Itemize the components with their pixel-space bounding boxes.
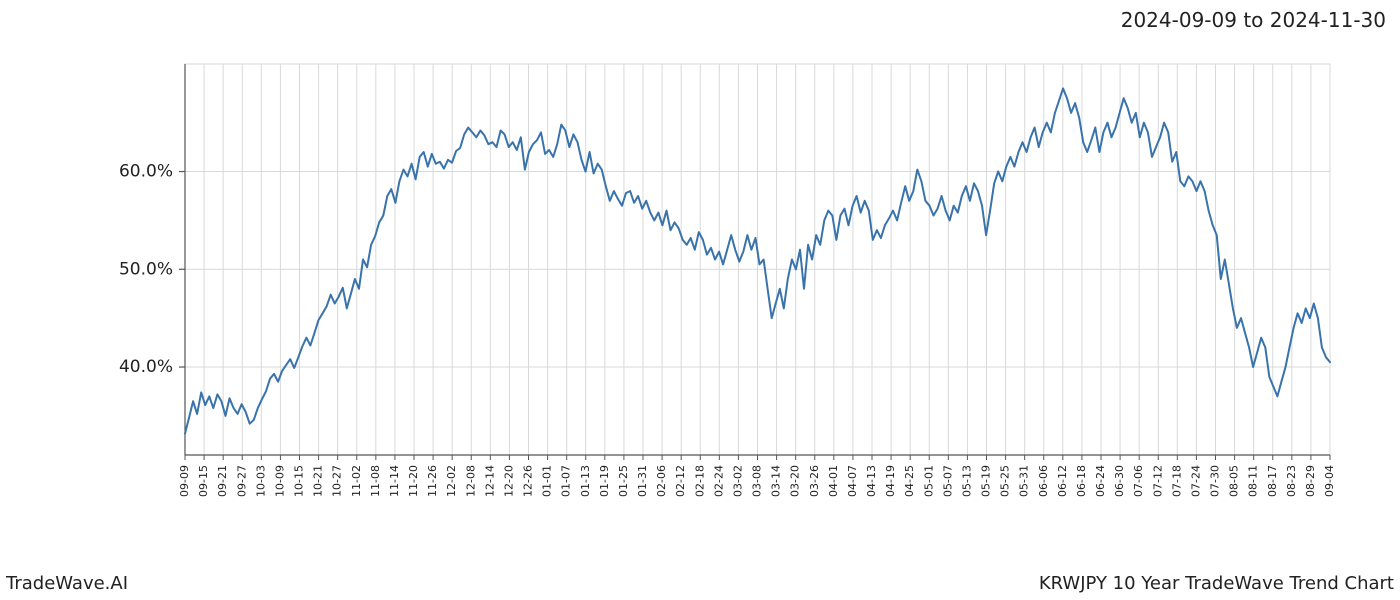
date-range-label: 2024-09-09 to 2024-11-30 bbox=[1121, 8, 1386, 32]
svg-text:06-30: 06-30 bbox=[1113, 465, 1126, 497]
svg-text:11-14: 11-14 bbox=[388, 465, 401, 497]
svg-text:01-31: 01-31 bbox=[636, 465, 649, 497]
svg-text:06-24: 06-24 bbox=[1094, 465, 1107, 497]
svg-text:05-19: 05-19 bbox=[980, 465, 993, 497]
svg-text:01-19: 01-19 bbox=[598, 465, 611, 497]
svg-text:04-25: 04-25 bbox=[903, 465, 916, 497]
svg-text:02-06: 02-06 bbox=[655, 465, 668, 497]
svg-text:40.0%: 40.0% bbox=[119, 357, 173, 377]
svg-text:09-04: 09-04 bbox=[1323, 465, 1336, 497]
svg-text:07-30: 07-30 bbox=[1209, 465, 1222, 497]
svg-text:03-02: 03-02 bbox=[731, 465, 744, 497]
svg-text:05-01: 05-01 bbox=[922, 465, 935, 497]
svg-text:09-21: 09-21 bbox=[216, 465, 229, 497]
chart-title: KRWJPY 10 Year TradeWave Trend Chart bbox=[1039, 573, 1394, 594]
svg-text:10-09: 10-09 bbox=[273, 465, 286, 497]
svg-text:10-03: 10-03 bbox=[254, 465, 267, 497]
svg-text:09-15: 09-15 bbox=[197, 465, 210, 497]
svg-text:04-01: 04-01 bbox=[827, 465, 840, 497]
svg-text:10-21: 10-21 bbox=[312, 465, 325, 497]
svg-text:06-18: 06-18 bbox=[1075, 465, 1088, 497]
svg-text:07-24: 07-24 bbox=[1189, 465, 1202, 497]
svg-text:01-07: 01-07 bbox=[560, 465, 573, 497]
line-chart: 40.0% 50.0% 60.0% 09-09 09-15 09-21 09-27 10-03… bbox=[0, 50, 1400, 550]
svg-text:05-07: 05-07 bbox=[941, 465, 954, 497]
svg-text:12-14: 12-14 bbox=[483, 465, 496, 497]
svg-text:05-25: 05-25 bbox=[999, 465, 1012, 497]
svg-text:02-24: 02-24 bbox=[712, 465, 725, 497]
svg-text:11-26: 11-26 bbox=[426, 465, 439, 497]
svg-text:04-19: 04-19 bbox=[884, 465, 897, 497]
svg-text:10-27: 10-27 bbox=[331, 465, 344, 497]
svg-text:07-12: 07-12 bbox=[1151, 465, 1164, 497]
svg-text:08-17: 08-17 bbox=[1266, 465, 1279, 497]
chart-container: 2024-09-09 to 2024-11-30 40.0% 50.0% 60.0%… bbox=[0, 0, 1400, 600]
svg-text:03-26: 03-26 bbox=[808, 465, 821, 497]
svg-text:08-11: 08-11 bbox=[1247, 465, 1260, 497]
svg-text:12-02: 12-02 bbox=[445, 465, 458, 497]
svg-text:11-02: 11-02 bbox=[350, 465, 363, 497]
svg-text:01-13: 01-13 bbox=[579, 465, 592, 497]
svg-text:06-12: 06-12 bbox=[1056, 465, 1069, 497]
svg-text:06-06: 06-06 bbox=[1037, 465, 1050, 497]
svg-text:08-29: 08-29 bbox=[1304, 465, 1317, 497]
svg-text:12-08: 12-08 bbox=[464, 465, 477, 497]
svg-text:11-20: 11-20 bbox=[407, 465, 420, 497]
svg-text:01-01: 01-01 bbox=[541, 465, 554, 497]
svg-text:03-14: 03-14 bbox=[770, 465, 783, 497]
svg-text:02-18: 02-18 bbox=[693, 465, 706, 497]
svg-text:03-08: 03-08 bbox=[751, 465, 764, 497]
svg-text:04-13: 04-13 bbox=[865, 465, 878, 497]
svg-text:12-20: 12-20 bbox=[502, 465, 515, 497]
brand-label: TradeWave.AI bbox=[6, 573, 128, 594]
svg-text:08-05: 08-05 bbox=[1228, 465, 1241, 497]
svg-text:04-07: 04-07 bbox=[846, 465, 859, 497]
svg-text:09-27: 09-27 bbox=[235, 465, 248, 497]
svg-text:50.0%: 50.0% bbox=[119, 259, 173, 279]
svg-text:02-12: 02-12 bbox=[674, 465, 687, 497]
svg-text:09-09: 09-09 bbox=[178, 465, 191, 497]
svg-text:03-20: 03-20 bbox=[789, 465, 802, 497]
svg-text:10-15: 10-15 bbox=[293, 465, 306, 497]
svg-text:07-06: 07-06 bbox=[1132, 465, 1145, 497]
svg-text:12-26: 12-26 bbox=[522, 465, 535, 497]
svg-text:01-25: 01-25 bbox=[617, 465, 630, 497]
svg-text:05-31: 05-31 bbox=[1018, 465, 1031, 497]
svg-text:08-23: 08-23 bbox=[1285, 465, 1298, 497]
svg-text:60.0%: 60.0% bbox=[119, 162, 173, 182]
svg-text:07-18: 07-18 bbox=[1170, 465, 1183, 497]
svg-text:11-08: 11-08 bbox=[369, 465, 382, 497]
svg-text:05-13: 05-13 bbox=[960, 465, 973, 497]
